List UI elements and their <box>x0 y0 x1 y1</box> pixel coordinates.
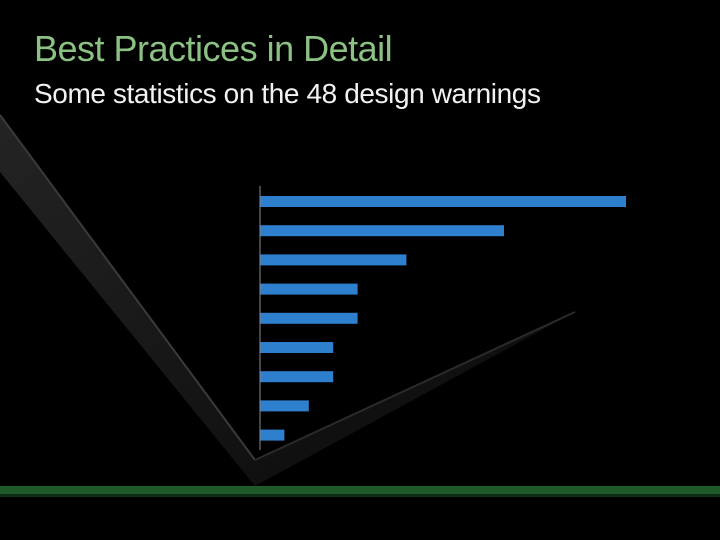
bar-1 <box>260 196 626 207</box>
background-light-beam <box>0 115 575 486</box>
slide-subtitle: Some statistics on the 48 design warning… <box>34 78 541 109</box>
slide-title: Best Practices in Detail <box>34 28 393 69</box>
footer-band <box>0 486 720 494</box>
bar-6 <box>260 342 334 353</box>
bar-5 <box>260 312 358 324</box>
chart-bars <box>260 196 626 441</box>
bar-4 <box>260 283 358 295</box>
bar-9 <box>260 429 285 441</box>
background-beam-edge-right <box>254 311 576 461</box>
footer-line <box>0 494 720 497</box>
bar-8 <box>260 400 309 412</box>
bar-7 <box>260 371 334 383</box>
bar-2 <box>260 225 504 237</box>
background-beam-edge <box>0 114 256 461</box>
bar-3 <box>260 254 407 266</box>
